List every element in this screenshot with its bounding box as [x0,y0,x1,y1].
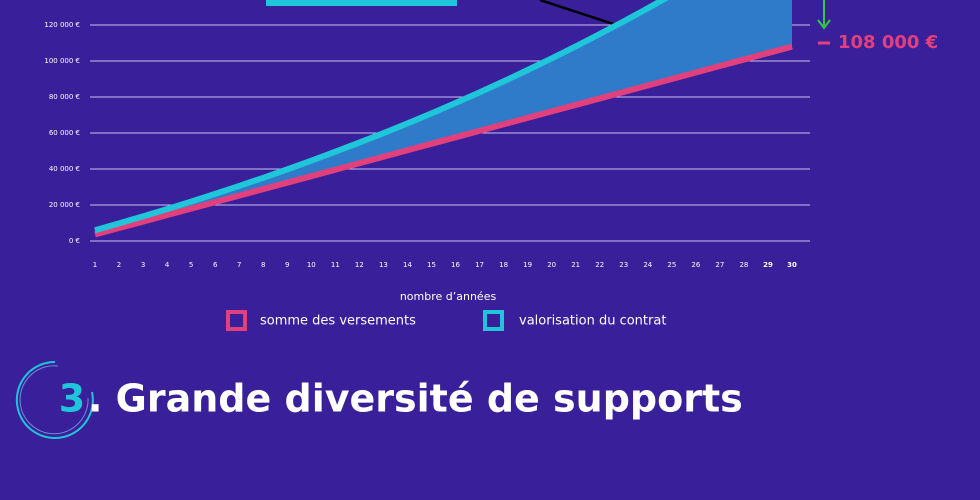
y-tick-label: 60 000 € [49,129,80,137]
x-tick-label: 15 [427,261,436,269]
heading-circle [19,365,89,435]
x-tick-label: 26 [691,261,700,269]
x-tick-label: 30 [787,261,797,269]
heading-circle [15,360,94,439]
x-tick-label: 14 [403,261,412,269]
green-arrow-head [817,19,831,30]
line [94,43,793,238]
x-axis-label: nombre d’années [400,290,497,303]
x-tick-label: 1 [93,261,97,269]
plot: 0 € 20 000 € 40 000 € 60 000 € 80 000 € 100 0… [44,0,810,269]
x-tick-label: 27 [715,261,724,269]
x-tick-label: 2 [117,261,121,269]
x-tick-label: 6 [213,261,218,269]
x-tick-label: 19 [523,261,532,269]
top-box [266,0,457,6]
x-tick-label: 29 [763,261,773,269]
y-tick-label: 100 000 € [44,57,80,65]
x-tick-label: 4 [165,261,170,269]
y-tick-label: 20 000 € [49,201,80,209]
y-tick-label: 80 000 € [49,93,80,101]
y-tick-label: 120 000 € [44,21,80,29]
x-tick-label: 9 [285,261,289,269]
x-tick-label: 24 [643,261,652,269]
x-tick-label: 16 [451,261,460,269]
heading-text: . Grande diversité de supports [88,377,743,421]
x-tick-label: 13 [379,261,388,269]
x-tick-label: 20 [547,261,556,269]
x-tick-label: 11 [331,261,340,269]
x-tick-label: 3 [141,261,145,269]
x-tick-label: 25 [667,261,676,269]
y-tick-label: 40 000 € [49,165,80,173]
x-tick-label: 5 [189,261,193,269]
x-tick-label: 18 [499,261,508,269]
x-tick-label: 17 [475,261,484,269]
x-tick-label: 12 [355,261,364,269]
legend-swatch [483,310,504,331]
x-tick-label: 22 [595,261,604,269]
legend-label: valorisation du contrat [519,314,666,329]
x-tick-label: 8 [261,261,265,269]
annotation: 108 000 € [838,32,938,53]
legend-swatch [226,310,247,331]
legend-label: somme des versements [260,314,416,329]
x-tick-label: 28 [739,261,748,269]
x-tick-label: 23 [619,261,628,269]
y-tick-label: 0 € [69,237,80,245]
x-tick-label: 10 [307,261,316,269]
heading-number: 3 [59,377,85,421]
x-tick-label: 7 [237,261,241,269]
x-tick-label: 21 [571,261,580,269]
line [94,0,669,234]
